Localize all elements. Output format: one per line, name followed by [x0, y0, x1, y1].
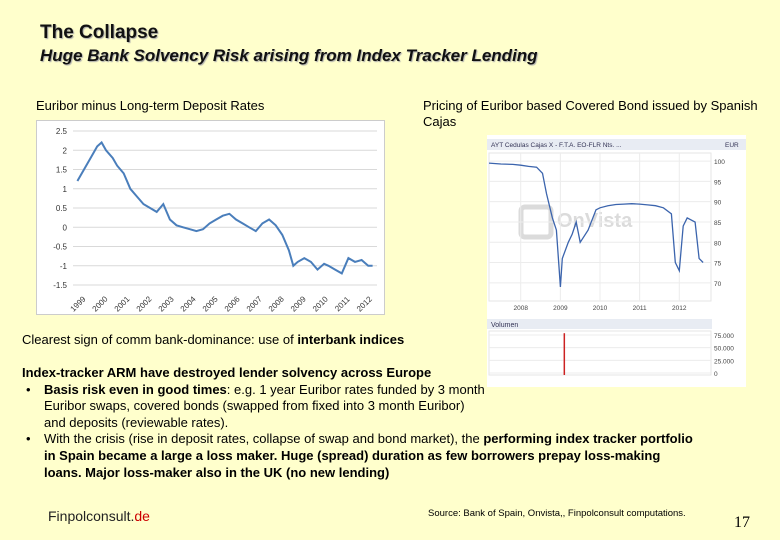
watermark-text: OnVista [557, 210, 633, 232]
page-title: The Collapse [40, 22, 159, 43]
covered-bond-svg: AYT Cedulas Cajas X - F.T.A. EO-FLR Nts.… [487, 135, 746, 387]
bullet1-text: : e.g. 1 year Euribor rates funded by 3 … [44, 381, 485, 430]
finpolconsult-logo: Finpolconsult.de [48, 508, 150, 524]
bullet-marker: • [26, 431, 31, 447]
chart2-y-tick-label: 100 [714, 159, 725, 166]
chart1-y-tick-label: -1 [60, 262, 68, 271]
euribor-spread-chart: 2.5 2 1.5 1 0.5 0 -0.5 -1 -1.5 1999 2000 2001 2002 20… [36, 120, 385, 315]
chart1-y-tick-label: 1.5 [56, 166, 68, 175]
chart1-x-tick-label: 2003 [157, 294, 176, 313]
chart1-y-tick-label: 0.5 [56, 204, 68, 213]
chart1-x-tick-label: 2011 [333, 294, 352, 313]
chart2-y-tick-label: 85 [714, 220, 722, 227]
chart2-series-label: AYT Cedulas Cajas X - F.T.A. EO-FLR Nts.… [491, 142, 622, 149]
chart1-x-tick-label: 2012 [355, 294, 374, 313]
logo-de: de [134, 508, 150, 524]
chart2-x-tick-label: 2009 [553, 305, 568, 312]
chart1-y-tick-label: 1 [63, 185, 68, 194]
chart1-x-tick-label: 2002 [135, 294, 154, 313]
volume-y-tick-label: 0 [714, 371, 718, 378]
source-note: Source: Bank of Spain, Onvista,, Finpolc… [428, 508, 686, 519]
chart1-y-tick-label: 2.5 [56, 127, 68, 136]
chart2-y-tick-label: 95 [714, 179, 722, 186]
volume-y-tick-label: 75.000 [714, 333, 734, 340]
bullet2-text: With the crisis (rise in deposit rates, … [44, 431, 484, 447]
volume-label: Volumen [491, 322, 518, 329]
chart2-title: Pricing of Euribor based Covered Bond is… [423, 98, 758, 129]
chart1-x-tick-label: 2008 [267, 294, 286, 313]
page-number: 17 [734, 514, 750, 531]
volume-y-tick-label: 25.000 [714, 358, 734, 365]
chart2-header-bar [487, 139, 746, 150]
bullet-section: Index-tracker ARM have destroyed lender … [22, 365, 702, 481]
bullet-item-basis-risk: • Basis risk even in good times: e.g. 1 … [22, 382, 486, 432]
section-heading: Index-tracker ARM have destroyed lender … [22, 365, 432, 380]
chart2-x-tick-label: 2008 [513, 305, 528, 312]
chart1-x-tick-label: 2005 [201, 294, 220, 313]
chart1-x-tick-label: 1999 [69, 294, 88, 313]
logo-main: Finpolconsult. [48, 508, 135, 524]
chart1-x-tick-label: 2001 [113, 294, 132, 313]
bullet1-bold: Basis risk even in good times [44, 381, 227, 397]
chart1-y-tick-label: -1.5 [53, 281, 67, 290]
chart1-y-tick-label: 2 [63, 146, 68, 155]
chart2-currency-label: EUR [725, 142, 739, 149]
chart2-series-line [488, 162, 704, 287]
chart1-x-tick-label: 2007 [245, 294, 264, 313]
clearest-sign-pre: Clearest sign of comm bank-dominance: us… [22, 332, 298, 347]
clearest-sign-bold: interbank indices [297, 332, 405, 347]
chart1-x-tick-label: 2010 [311, 294, 330, 313]
volume-y-tick-label: 50.000 [714, 346, 734, 353]
chart2-y-tick-label: 80 [714, 240, 722, 247]
chart2-y-tick-label: 75 [714, 261, 722, 268]
chart2-y-tick-label: 90 [714, 200, 722, 207]
chart1-series-line [76, 140, 373, 275]
chart1-x-tick-label: 2009 [289, 294, 308, 313]
chart2-y-tick-label: 70 [714, 281, 722, 288]
volume-plot-frame [488, 330, 712, 376]
chart1-y-tick-label: 0 [63, 223, 68, 232]
page-subtitle: Huge Bank Solvency Risk arising from Ind… [40, 46, 538, 65]
chart1-x-tick-label: 2000 [91, 294, 110, 313]
chart2-x-tick-label: 2011 [633, 305, 647, 312]
bullet2-bold: performing index tracker portfolio in Sp… [44, 431, 693, 480]
clearest-sign-text: Clearest sign of comm bank-dominance: us… [22, 332, 404, 347]
chart1-title: Euribor minus Long-term Deposit Rates [36, 98, 265, 113]
covered-bond-chart: AYT Cedulas Cajas X - F.T.A. EO-FLR Nts.… [487, 135, 746, 387]
chart1-y-tick-label: -0.5 [53, 243, 67, 252]
chart1-x-tick-label: 2006 [223, 294, 242, 313]
chart1-x-tick-label: 2004 [179, 294, 198, 313]
bullet-marker: • [26, 381, 31, 397]
bullet-item-crisis: • With the crisis (rise in deposit rates… [22, 431, 699, 481]
chart2-x-tick-label: 2010 [593, 305, 608, 312]
chart2-x-tick-label: 2012 [672, 305, 687, 312]
volume-header-bar [487, 319, 712, 329]
